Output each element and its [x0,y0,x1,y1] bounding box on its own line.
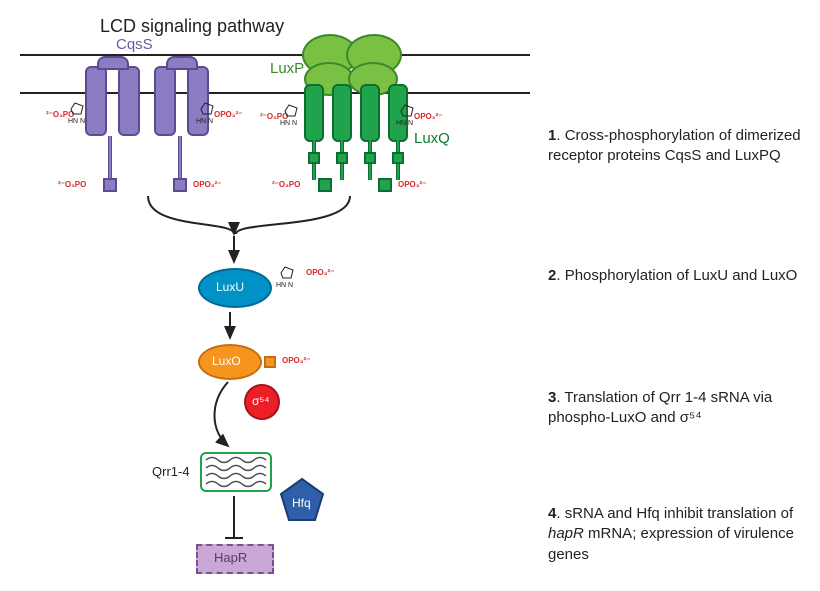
step-3-num: 3 [548,389,556,406]
hapr-label: HapR [214,550,247,565]
step-4-num: 4 [548,505,556,522]
step-1-text: Cross-phosphorylation of dimerized recep… [548,127,801,164]
luxo-sq [264,356,276,368]
luxu-his [278,264,296,282]
step-2-text: Phosphorylation of LuxU and LuxO [565,267,798,284]
qrr-waves [200,452,272,492]
step-1: 1. Cross-phosphorylation of dimerized re… [548,126,808,167]
converge-arrows [0,0,820,591]
sigma54-label: σ⁵⁴ [252,394,270,408]
diagram-canvas: LCD signaling pathway CqsS ²⁻O₃PO OPO₃²⁻… [0,0,820,591]
qrr-label: Qrr1-4 [152,464,190,479]
step-4: 4. sRNA and Hfq inhibit translation of h… [548,504,808,565]
step-3-text: Translation of Qrr 1-4 sRNA via phospho-… [548,389,772,426]
luxo-phospho: OPO₃²⁻ [282,356,310,365]
step-4-text: sRNA and Hfq inhibit translation of hapR… [548,505,794,563]
step-2-num: 2 [548,267,556,284]
hfq-label: Hfq [292,496,311,510]
luxu-phospho: OPO₃²⁻ [306,268,334,277]
step-1-num: 1 [548,127,556,144]
luxu-label: LuxU [216,280,244,294]
luxu-hn: HN N [276,282,293,289]
step-3: 3. Translation of Qrr 1-4 sRNA via phosp… [548,388,808,429]
luxo-label: LuxO [212,354,241,368]
step-2: 2. Phosphorylation of LuxU and LuxO [548,266,808,286]
